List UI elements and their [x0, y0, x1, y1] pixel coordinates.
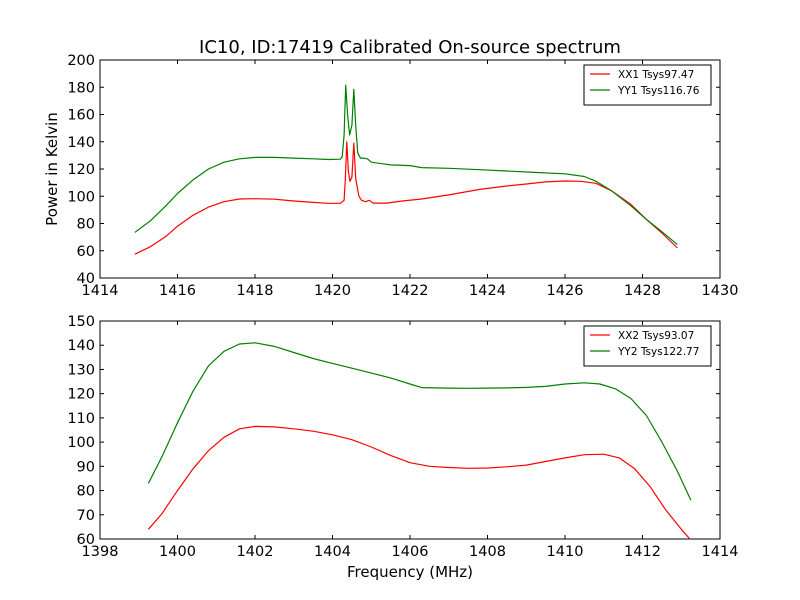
x-tick-label: 1422 — [392, 283, 429, 299]
y-tick-label: 80 — [77, 484, 95, 500]
top-panel: 1414 1416 1418 1420 1422 1424 1426 1428 1430 40 60… — [43, 53, 738, 299]
y-tick-label: 40 — [77, 271, 95, 287]
y-tick-label: 200 — [67, 53, 95, 69]
series-line-xx2 — [147, 425, 691, 539]
y-tick-label: 130 — [67, 362, 95, 378]
y-tick-label: 60 — [77, 244, 95, 260]
x-tick-label: 1402 — [237, 544, 274, 560]
legend-label: YY2 Tsys122.77 — [617, 346, 699, 358]
y-tick-label: 150 — [67, 314, 95, 330]
y-tick-label: 120 — [67, 387, 95, 403]
legend: XX1 Tsys97.47 YY1 Tsys116.76 — [583, 64, 712, 106]
legend-box — [583, 325, 712, 367]
x-tick-label: 1414 — [702, 544, 739, 560]
y-tick-label: 110 — [67, 411, 95, 427]
y-tick-label: 70 — [77, 508, 95, 524]
series-line-xx1 — [134, 141, 678, 255]
y-tick-label: 140 — [67, 338, 95, 354]
bottom-panel: 1398 1400 1402 1404 1406 1408 1410 1412 1414 60 70… — [67, 314, 738, 581]
x-tick-label: 1426 — [547, 283, 584, 299]
series-line-yy1 — [134, 84, 678, 246]
x-tick-label: 1418 — [237, 283, 274, 299]
y-axis-label: Power in Kelvin — [43, 112, 61, 226]
y-tick-label: 100 — [67, 435, 95, 451]
x-tick-label: 1408 — [469, 544, 506, 560]
y-tick-label: 140 — [67, 135, 95, 151]
x-tick-label: 1400 — [159, 544, 196, 560]
series-line-yy2 — [147, 342, 692, 501]
chart-title: IC10, ID:17419 Calibrated On-source spec… — [199, 37, 621, 58]
y-tick-label: 90 — [77, 459, 95, 475]
x-tick-label: 1398 — [82, 544, 119, 560]
x-tick-label: 1420 — [314, 283, 351, 299]
x-tick-label: 1428 — [624, 283, 661, 299]
legend-label: YY1 Tsys116.76 — [617, 85, 700, 97]
y-tick-label: 120 — [67, 162, 95, 178]
x-axis-label: Frequency (MHz) — [347, 563, 473, 581]
y-tick-label: 80 — [77, 217, 95, 233]
legend-box — [583, 64, 712, 106]
x-tick-label: 1424 — [469, 283, 506, 299]
y-tick-label: 180 — [67, 80, 95, 96]
x-tick-label: 1404 — [314, 544, 351, 560]
y-tick-label: 100 — [67, 189, 95, 205]
legend-label: XX2 Tsys93.07 — [618, 330, 694, 342]
y-tick-label: 160 — [67, 108, 95, 124]
x-tick-label: 1410 — [547, 544, 584, 560]
legend-label: XX1 Tsys97.47 — [618, 69, 694, 81]
x-tick-label: 1406 — [392, 544, 429, 560]
x-tick-label: 1416 — [159, 283, 196, 299]
x-tick-label: 1414 — [82, 283, 119, 299]
legend: XX2 Tsys93.07 YY2 Tsys122.77 — [583, 325, 712, 367]
x-tick-label: 1412 — [624, 544, 661, 560]
x-tick-label: 1430 — [702, 283, 739, 299]
y-tick-label: 60 — [77, 532, 95, 548]
